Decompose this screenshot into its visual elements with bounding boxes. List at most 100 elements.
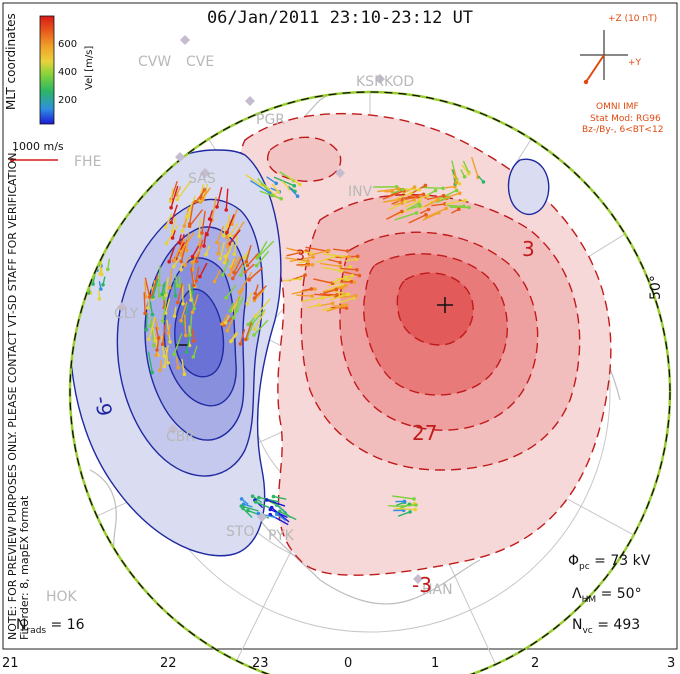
velocity-vector-origin [275, 512, 279, 516]
velocity-vector-origin [345, 249, 350, 253]
velocity-vector [181, 358, 186, 375]
velocity-vector-origin [182, 372, 187, 377]
velocity-vector-origin [180, 229, 185, 233]
velocity-vector [195, 266, 200, 282]
mlt-label: 22 [160, 656, 177, 671]
velocity-vector-origin [218, 256, 223, 261]
n-rads-stat: Nrads = 16 [16, 617, 85, 636]
velocity-vector [180, 301, 188, 321]
velocity-vector-origin [454, 188, 459, 193]
velocity-vector-origin [239, 497, 244, 501]
colorbar-tick: 600 [58, 39, 77, 50]
velocity-vector-origin [264, 498, 269, 502]
velocity-vector-origin [229, 339, 233, 344]
velocity-vector-origin [247, 277, 251, 282]
velocity-vector [241, 505, 259, 512]
velocity-vector-origin [437, 210, 441, 215]
station-label: KSR [356, 74, 384, 90]
velocity-vector-origin [154, 353, 158, 358]
n-vc-value: 493 [613, 617, 641, 633]
velocity-vector [170, 188, 174, 202]
velocity-vector [164, 213, 173, 228]
velocity-vector-origin [355, 268, 359, 272]
velocity-vector-origin [350, 274, 354, 278]
velocity-vector [408, 214, 427, 224]
velocity-vector [225, 188, 229, 211]
station-labels: CVW CVE KSR KOD PGR FHE SAS INV CLY CBR … [46, 54, 453, 605]
velocity-vector [170, 185, 179, 208]
velocity-vector [319, 293, 338, 296]
velocity-vector-origin [162, 296, 166, 301]
velocity-vector [386, 210, 403, 220]
mlt-label: 0 [344, 656, 353, 671]
velocity-vector-origin [457, 207, 461, 211]
velocity-vector-origin [170, 236, 175, 240]
velocity-vector-origin [424, 212, 428, 217]
velocity-vector-origin [225, 230, 229, 235]
velocity-vector [173, 333, 183, 355]
velocity-vector [402, 186, 415, 195]
velocity-vector-origin [182, 224, 187, 228]
velocity-vector [164, 298, 171, 314]
velocity-vector-origin [400, 504, 405, 509]
velocity-vector [247, 253, 259, 266]
velocity-vector-origin [466, 172, 471, 176]
velocity-vector [173, 280, 177, 296]
velocity-vector-origin [444, 206, 448, 211]
velocity-vector [217, 242, 221, 254]
velocity-vector-origin [254, 263, 259, 268]
velocity-vector [339, 297, 355, 304]
velocity-vector [175, 356, 179, 368]
velocity-vector-origin [162, 364, 167, 369]
velocity-vector [186, 334, 191, 353]
velocity-vector [262, 183, 275, 196]
velocity-vector-origin [172, 352, 176, 357]
velocity-vector-origin [188, 333, 192, 337]
velocity-vector-origin [344, 306, 349, 310]
velocity-vector [219, 241, 226, 259]
velocity-vector [326, 258, 341, 264]
velocity-vector [244, 263, 255, 273]
velocity-vector-origin [106, 267, 110, 272]
velocity-vector-origin [91, 282, 95, 286]
velocity-vector-origin [252, 296, 257, 300]
velocity-vector-origin [348, 265, 353, 269]
velocity-vector-origin [415, 195, 420, 199]
velocity-vector-origin [172, 264, 176, 269]
station-label: FHE [74, 154, 101, 170]
velocity-vector-origin [194, 259, 199, 264]
velocity-vector-origin [179, 259, 184, 264]
velocity-vector-origin [158, 368, 162, 373]
velocity-vector [424, 199, 439, 208]
velocity-vector-origin [169, 199, 173, 203]
velocity-vector-origin [397, 197, 402, 202]
velocity-vector [287, 175, 301, 185]
velocity-vector [377, 188, 399, 193]
velocity-vector-origin [192, 307, 196, 311]
velocity-vector-origin [220, 322, 224, 326]
velocity-vector-origin [400, 209, 404, 214]
velocity-vector-origin [228, 309, 233, 313]
velocity-vector-origin [184, 215, 189, 219]
velocity-vector [239, 271, 253, 293]
velocity-vector [222, 259, 230, 276]
velocity-vector [162, 299, 168, 322]
coordinates-label: MLT coordinates [4, 13, 18, 110]
velocity-vector [471, 156, 479, 178]
velocity-vector [407, 193, 424, 198]
velocity-vector-origin [335, 293, 339, 297]
velocity-vector-origin [327, 248, 331, 253]
velocity-vector [157, 285, 161, 297]
velocity-vector [168, 245, 176, 262]
velocity-vector [273, 176, 295, 187]
velocity-vector-origin [202, 244, 206, 248]
imf-z-label: +Z (10 nT) [608, 14, 658, 24]
velocity-vector [203, 231, 207, 247]
velocity-vector-origin [253, 291, 257, 296]
velocity-vector-origin [169, 205, 173, 210]
velocity-vector-origin [150, 370, 155, 375]
velocity-vector-origin [221, 273, 225, 277]
velocity-vector [404, 196, 418, 201]
velocity-vector-origin [413, 507, 418, 512]
station-label: PYK [268, 528, 295, 544]
